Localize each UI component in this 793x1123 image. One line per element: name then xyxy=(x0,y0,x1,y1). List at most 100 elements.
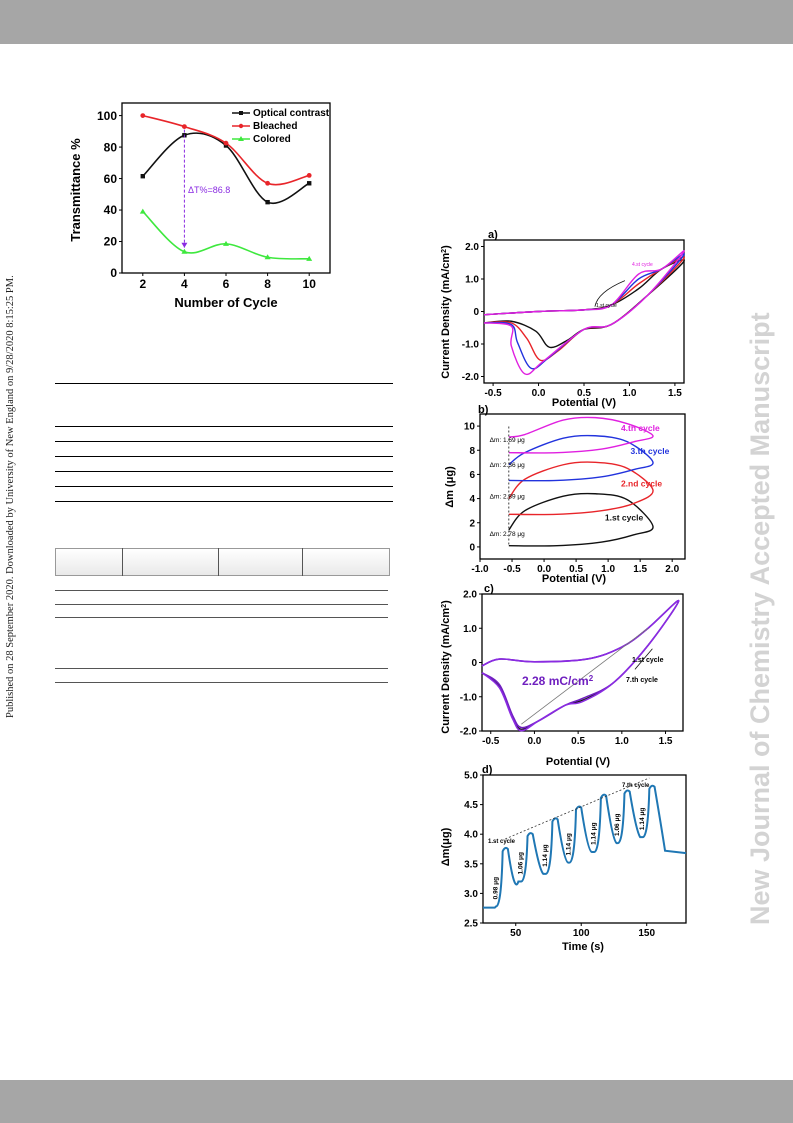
x-tick-label: 10 xyxy=(303,277,317,291)
x-tick-label: -0.5 xyxy=(484,388,502,399)
header-bar xyxy=(0,0,793,44)
x-tick-label: 1.0 xyxy=(615,736,629,747)
y-tick-label: 4.0 xyxy=(464,830,478,841)
delta-label-4: Δm: 1.69 μg xyxy=(490,437,526,444)
x-axis-label: Potential (V) xyxy=(552,397,617,409)
delta-label-2: Δm: 2.89 μg xyxy=(490,494,526,501)
x-tick-label: 1.5 xyxy=(659,736,673,747)
data-point xyxy=(306,255,313,261)
y-tick-label: 3.5 xyxy=(464,859,478,870)
cycle-arrow xyxy=(634,648,653,670)
y-tick-label: 40 xyxy=(104,203,118,217)
delta-label-1: Δm: 2.78 μg xyxy=(490,531,526,538)
x-tick-label: 1.5 xyxy=(633,564,647,575)
annotation-7th: 7.th cycle xyxy=(622,783,650,789)
x-tick-label: 0.0 xyxy=(537,564,551,575)
cycle-arrow xyxy=(594,280,626,307)
x-tick-label: 1.5 xyxy=(668,388,682,399)
y-tick-label: 0 xyxy=(473,307,479,318)
x-tick-label: 2.0 xyxy=(665,564,679,575)
y-tick-label: 2.5 xyxy=(464,919,478,930)
data-point xyxy=(223,140,229,146)
peak-label-7: 1.14 μg xyxy=(639,808,646,830)
series-line-2 xyxy=(142,211,310,260)
annotation-1st: 1.st cycle xyxy=(488,839,516,845)
footer-bar xyxy=(0,1080,793,1123)
cv-overlay-3 xyxy=(481,600,680,732)
y-axis-label: Δm(μg) xyxy=(440,827,452,866)
panel-label-b: b) xyxy=(478,404,489,416)
x-tick-label: 1.0 xyxy=(623,388,637,399)
y-tick-label: -2.0 xyxy=(460,727,478,738)
data-point xyxy=(140,173,145,179)
data-point xyxy=(265,180,270,186)
x-axis-label: Time (s) xyxy=(562,941,604,953)
y-tick-label: 100 xyxy=(97,109,117,123)
x-tick-label: -0.5 xyxy=(482,736,500,747)
plot-frame xyxy=(482,774,687,924)
x-tick-label: 100 xyxy=(573,928,590,939)
delta-annotation: ΔT%=86.8 xyxy=(188,185,230,195)
data-point xyxy=(265,199,270,205)
x-axis-label: Potential (V) xyxy=(546,756,611,768)
x-axis-label: Number of Cycle xyxy=(174,295,277,310)
x-tick-label: 4 xyxy=(181,277,188,291)
panel-label-d: d) xyxy=(482,764,493,776)
mass-loop-4 xyxy=(508,416,654,454)
peak-label-2: 1.06 μg xyxy=(517,852,524,874)
panel-label-c: c) xyxy=(484,583,494,595)
x-tick-label: 0.5 xyxy=(571,736,585,747)
journal-watermark: New Journal of Chemistry Accepted Manusc… xyxy=(745,312,775,925)
plot-frame xyxy=(479,413,686,560)
series-label-3: 3.th cycle xyxy=(631,446,670,456)
y-tick-label: 0 xyxy=(469,542,475,553)
mass-chart-b: -1.0 -0.5 0.0 0.5 1.0 1.5 2.0 0 2 4 6 8 10 1.st cycle… xyxy=(444,404,686,585)
y-tick-label: 4 xyxy=(469,494,475,505)
y-tick-label: 1.0 xyxy=(463,624,477,635)
y-tick-label: 4.5 xyxy=(464,800,478,811)
y-tick-label: 3.0 xyxy=(464,889,478,900)
y-tick-label: -1.0 xyxy=(460,692,478,703)
legend-bleached: Bleached xyxy=(253,121,297,132)
y-tick-label: 0 xyxy=(110,266,117,280)
data-point xyxy=(182,124,187,130)
data-point xyxy=(306,173,312,178)
panel-label-a: a) xyxy=(488,229,498,241)
y-tick-label: -2.0 xyxy=(462,372,480,383)
charge-guide xyxy=(521,627,649,725)
x-axis-label: Potential (V) xyxy=(542,573,607,585)
series-label-4: 4.th cycle xyxy=(621,423,660,433)
data-point xyxy=(140,113,146,118)
annotation-1st: 1.st cycle xyxy=(632,657,664,664)
mass-loop-1 xyxy=(508,492,654,547)
delta-label-3: Δm: 2.36 μg xyxy=(490,462,526,469)
x-tick-label: 150 xyxy=(638,928,655,939)
y-axis-label: Current Density (mA/cm2) xyxy=(440,600,452,734)
legend: Optical contrast Bleached Colored xyxy=(232,108,330,145)
x-tick-label: 0.0 xyxy=(527,736,541,747)
mass-time-chart-d: 50 100 150 2.5 3.0 3.5 4.0 4.5 5.0 0.98 μg 1.06 μg… xyxy=(440,764,687,953)
x-tick-label: 0.5 xyxy=(577,388,591,399)
y-tick-label: -1.0 xyxy=(462,340,480,351)
y-tick-label: 2.0 xyxy=(463,590,477,601)
mass-loop-3 xyxy=(508,434,654,482)
x-tick-label: 2 xyxy=(139,277,146,291)
data-point xyxy=(307,181,312,186)
y-tick-label: 6 xyxy=(469,470,475,481)
x-tick-label: 1.0 xyxy=(601,564,615,575)
mass-loop-2 xyxy=(508,461,654,516)
plot-frame xyxy=(483,239,685,384)
mass-time-trace xyxy=(483,784,687,909)
x-tick-label: -1.0 xyxy=(471,564,489,575)
cv-chart-a: -0.5 0.0 0.5 1.0 1.5 -2.0 -1.0 0 1.0 2.0 a) Poten… xyxy=(440,229,685,409)
peak-label-4: 1.14 μg xyxy=(566,833,573,855)
data-point xyxy=(181,248,188,254)
delta-arrow-head xyxy=(181,242,188,248)
annotation-7th: 7.th cycle xyxy=(626,677,658,684)
cv-chart-c: -0.5 0.0 0.5 1.0 1.5 -2.0 -1.0 0 1.0 2.0 c) Poten… xyxy=(440,583,684,768)
y-tick-label: 2 xyxy=(469,518,475,529)
series-label-2: 2.nd cycle xyxy=(621,479,662,489)
peak-label-1: 0.98 μg xyxy=(492,877,499,899)
y-tick-label: 1.0 xyxy=(465,275,479,286)
